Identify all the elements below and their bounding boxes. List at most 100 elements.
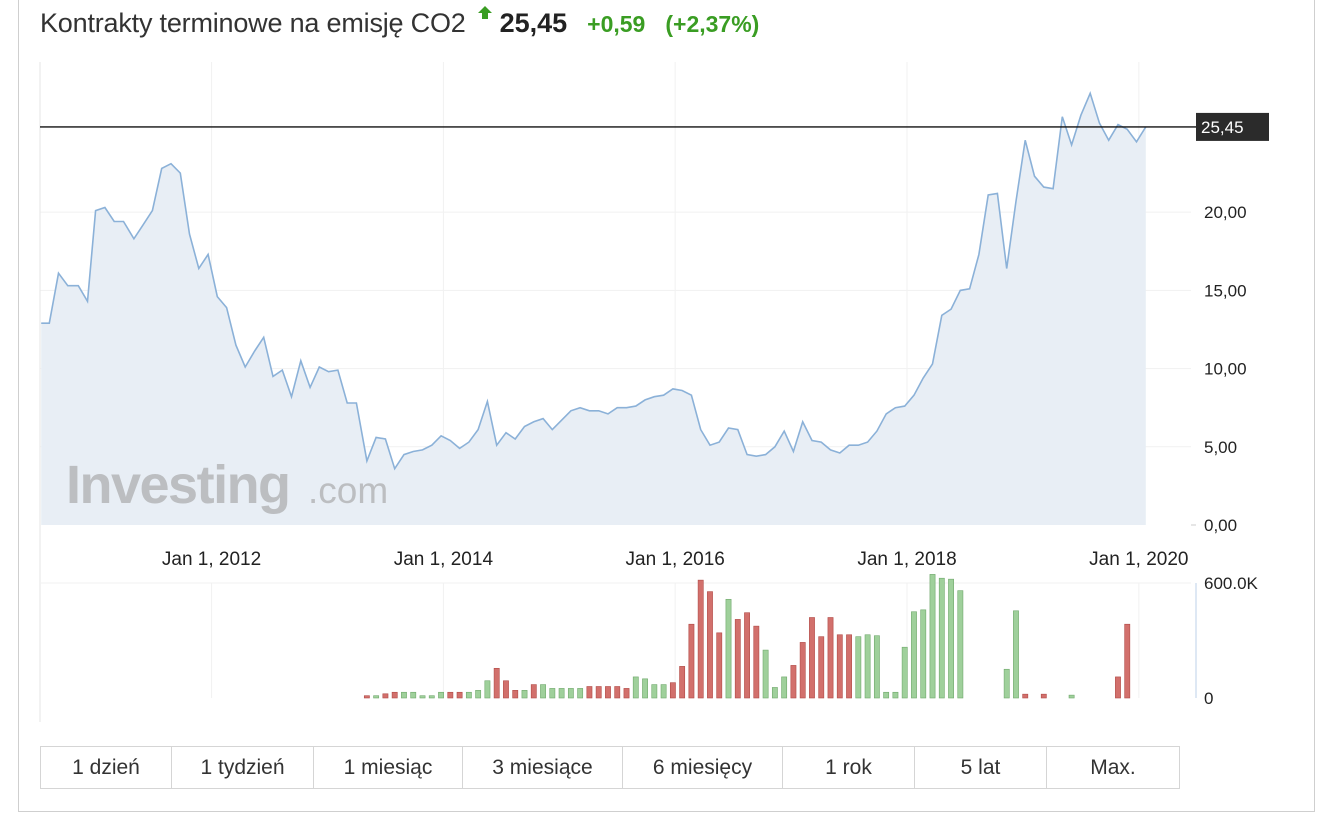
- y-tick-label: 10,00: [1204, 360, 1247, 379]
- tab-5-years[interactable]: 5 lat: [915, 747, 1047, 788]
- volume-bar: [419, 695, 426, 699]
- volume-bar: [1124, 623, 1131, 699]
- volume-bar: [753, 625, 760, 699]
- volume-bar: [688, 623, 695, 699]
- price-area-fill: [41, 93, 1146, 526]
- price-line: [41, 90, 1147, 471]
- x-tick-label: Jan 1, 2020: [1089, 549, 1188, 570]
- volume-bar: [632, 676, 639, 699]
- up-arrow-icon: [477, 6, 492, 19]
- last-price-badge: [1196, 112, 1269, 141]
- timeframe-tabs: 1 dzień 1 tydzień 1 miesiąc 3 miesiące 6…: [40, 746, 1180, 789]
- volume-bar: [363, 695, 370, 699]
- volume-bar: [410, 691, 417, 699]
- volume-bar: [484, 680, 491, 699]
- x-tick-label: Jan 1, 2018: [857, 549, 956, 570]
- volume-bar: [447, 691, 454, 699]
- price-change-percent: (+2,37%): [665, 11, 760, 37]
- volume-bar: [809, 617, 815, 699]
- instrument-title: Kontrakty terminowe na emisję CO2: [40, 8, 466, 38]
- volume-bar: [716, 632, 723, 699]
- volume-bar: [382, 693, 389, 699]
- volume-bar: [669, 682, 676, 699]
- x-tick-label: Jan 1, 2016: [626, 549, 725, 570]
- volume-bar: [521, 690, 528, 699]
- volume-bar: [549, 688, 556, 699]
- volume-bar: [614, 686, 621, 699]
- last-price-label: 25,45: [1201, 118, 1244, 137]
- price-change: +0,59: [587, 11, 646, 37]
- volume-bar: [401, 691, 407, 699]
- volume-tick-label: 600.0K: [1204, 574, 1259, 593]
- volume-bar: [1115, 676, 1121, 699]
- volume-bar: [595, 686, 602, 699]
- volume-bar: [873, 635, 880, 699]
- y-tick-label: 0,00: [1204, 516, 1237, 535]
- volume-bar: [586, 686, 593, 699]
- tab-max[interactable]: Max.: [1047, 747, 1179, 788]
- volume-bar: [1040, 693, 1047, 699]
- tab-6-months[interactable]: 6 miesięcy: [623, 747, 783, 788]
- volume-bar: [503, 680, 509, 699]
- volume-bar: [679, 666, 686, 699]
- last-price: 25,45: [499, 8, 568, 38]
- volume-bar: [642, 678, 648, 699]
- tab-3-months[interactable]: 3 miesiące: [463, 747, 623, 788]
- volume-bar: [651, 684, 658, 699]
- volume-bar: [734, 619, 741, 699]
- volume-bar: [883, 691, 890, 699]
- investing-watermark: Investing .com: [66, 455, 388, 515]
- watermark-brand: Investing: [66, 455, 290, 515]
- volume-bar: [929, 574, 936, 699]
- volume-bar: [577, 688, 584, 699]
- tab-1-week[interactable]: 1 tydzień: [172, 747, 314, 788]
- volume-bar: [836, 634, 843, 699]
- volume-bar: [864, 634, 871, 699]
- x-tick-label: Jan 1, 2012: [162, 549, 261, 570]
- volume-bar: [855, 636, 862, 699]
- volume-bar: [948, 578, 954, 699]
- volume-bar: [697, 579, 704, 699]
- volume-bar: [493, 667, 500, 699]
- volume-bar: [892, 691, 899, 699]
- y-tick-label: 20,00: [1204, 203, 1247, 222]
- volume-bar: [1022, 693, 1029, 699]
- chart-frame: [18, 0, 1315, 812]
- volume-bar: [957, 590, 964, 699]
- volume-bar: [605, 686, 611, 699]
- volume-bar: [744, 612, 750, 699]
- volume-bar: [790, 665, 797, 699]
- volume-bar: [465, 691, 472, 699]
- volume-bar: [623, 688, 630, 699]
- volume-bar: [558, 688, 565, 699]
- volume-bar: [456, 691, 463, 699]
- tab-1-month[interactable]: 1 miesiąc: [314, 747, 463, 788]
- tab-1-year[interactable]: 1 rok: [783, 747, 915, 788]
- tab-1-day[interactable]: 1 dzień: [41, 747, 172, 788]
- volume-bar: [373, 695, 380, 699]
- volume-bar: [762, 649, 769, 699]
- volume-bar: [799, 642, 806, 699]
- volume-bar: [846, 634, 852, 699]
- price-area-gap: [1146, 62, 1191, 525]
- volume-bar: [901, 646, 908, 699]
- volume-bar: [660, 684, 667, 699]
- volume-bar: [540, 684, 546, 699]
- y-tick-label: 5,00: [1204, 438, 1237, 457]
- volume-bar: [475, 690, 482, 699]
- x-tick-label: Jan 1, 2014: [394, 549, 494, 570]
- volume-bar: [1068, 694, 1075, 699]
- volume-bar: [1003, 668, 1010, 699]
- watermark-suffix: .com: [308, 470, 388, 511]
- volume-bar: [920, 609, 927, 699]
- volume-bar: [567, 688, 574, 699]
- volume-bar: [707, 591, 713, 699]
- volume-bar: [911, 611, 917, 699]
- volume-bar: [781, 676, 788, 699]
- volume-bar: [1013, 610, 1019, 699]
- volume-bar: [438, 691, 444, 699]
- volume-bar: [725, 598, 732, 699]
- volume-bar: [818, 636, 825, 699]
- price-chart[interactable]: Jan 1, 2012 Jan 1, 2014 Jan 1, 2016 Jan 1, …: [0, 0, 1334, 745]
- volume-tick-label: 0: [1204, 689, 1213, 708]
